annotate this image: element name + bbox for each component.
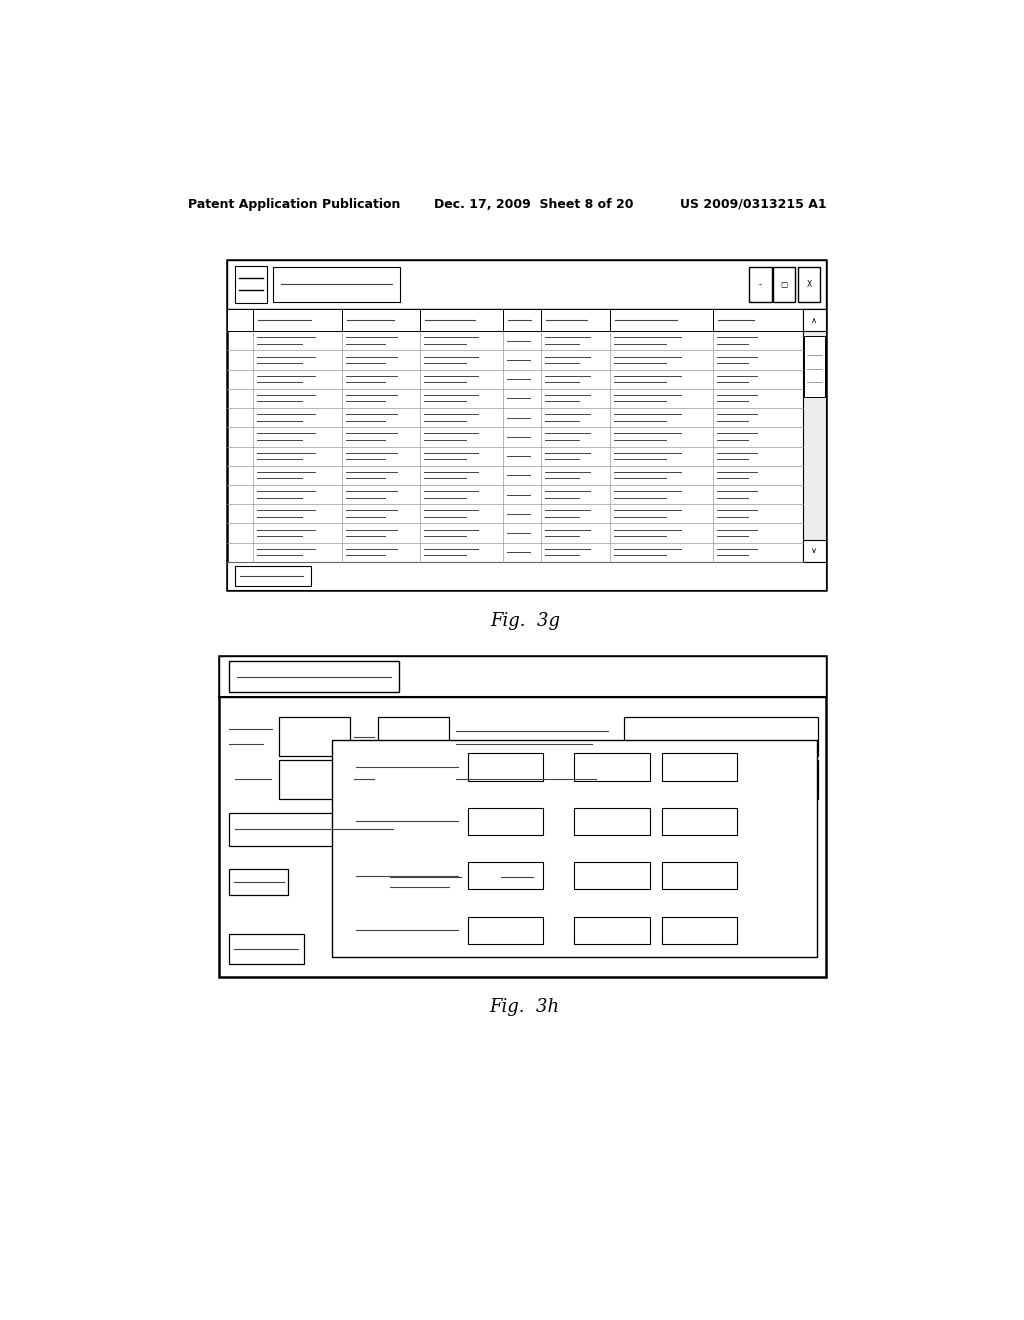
Bar: [662, 862, 737, 890]
Bar: [750, 267, 772, 302]
Bar: [279, 760, 350, 799]
Bar: [803, 540, 826, 562]
Text: ∧: ∧: [811, 315, 817, 325]
Bar: [228, 661, 399, 692]
Bar: [227, 562, 826, 590]
Bar: [227, 260, 826, 590]
Bar: [410, 805, 433, 841]
Bar: [468, 808, 543, 836]
Text: X: X: [806, 280, 812, 289]
Bar: [332, 739, 817, 957]
Bar: [236, 566, 310, 586]
Text: Fig.  3g: Fig. 3g: [489, 612, 560, 630]
Bar: [227, 309, 803, 331]
Bar: [662, 916, 737, 944]
Bar: [624, 718, 818, 756]
Bar: [227, 260, 826, 309]
Bar: [378, 718, 450, 756]
Bar: [468, 754, 543, 780]
Bar: [378, 760, 450, 799]
Bar: [468, 862, 543, 890]
Text: -: -: [759, 280, 762, 289]
Bar: [468, 916, 543, 944]
Bar: [624, 760, 818, 799]
Bar: [219, 656, 826, 977]
Text: Dec. 17, 2009  Sheet 8 of 20: Dec. 17, 2009 Sheet 8 of 20: [433, 198, 633, 211]
Bar: [228, 813, 399, 846]
Bar: [773, 267, 796, 302]
Text: Patent Application Publication: Patent Application Publication: [187, 198, 400, 211]
Bar: [228, 935, 304, 965]
Bar: [273, 268, 400, 301]
Bar: [574, 862, 649, 890]
Bar: [798, 267, 820, 302]
Bar: [574, 754, 649, 780]
Bar: [236, 265, 267, 304]
Bar: [804, 337, 824, 397]
Bar: [574, 808, 649, 836]
Text: □: □: [780, 280, 787, 289]
Text: US 2009/0313215 A1: US 2009/0313215 A1: [680, 198, 826, 211]
Bar: [662, 754, 737, 780]
Bar: [219, 656, 826, 697]
Text: ∨: ∨: [811, 546, 817, 556]
Bar: [662, 808, 737, 836]
Bar: [803, 309, 826, 331]
Text: Fig.  3h: Fig. 3h: [489, 998, 560, 1016]
Bar: [574, 916, 649, 944]
Bar: [803, 309, 826, 562]
Bar: [279, 718, 350, 756]
Bar: [228, 869, 289, 895]
